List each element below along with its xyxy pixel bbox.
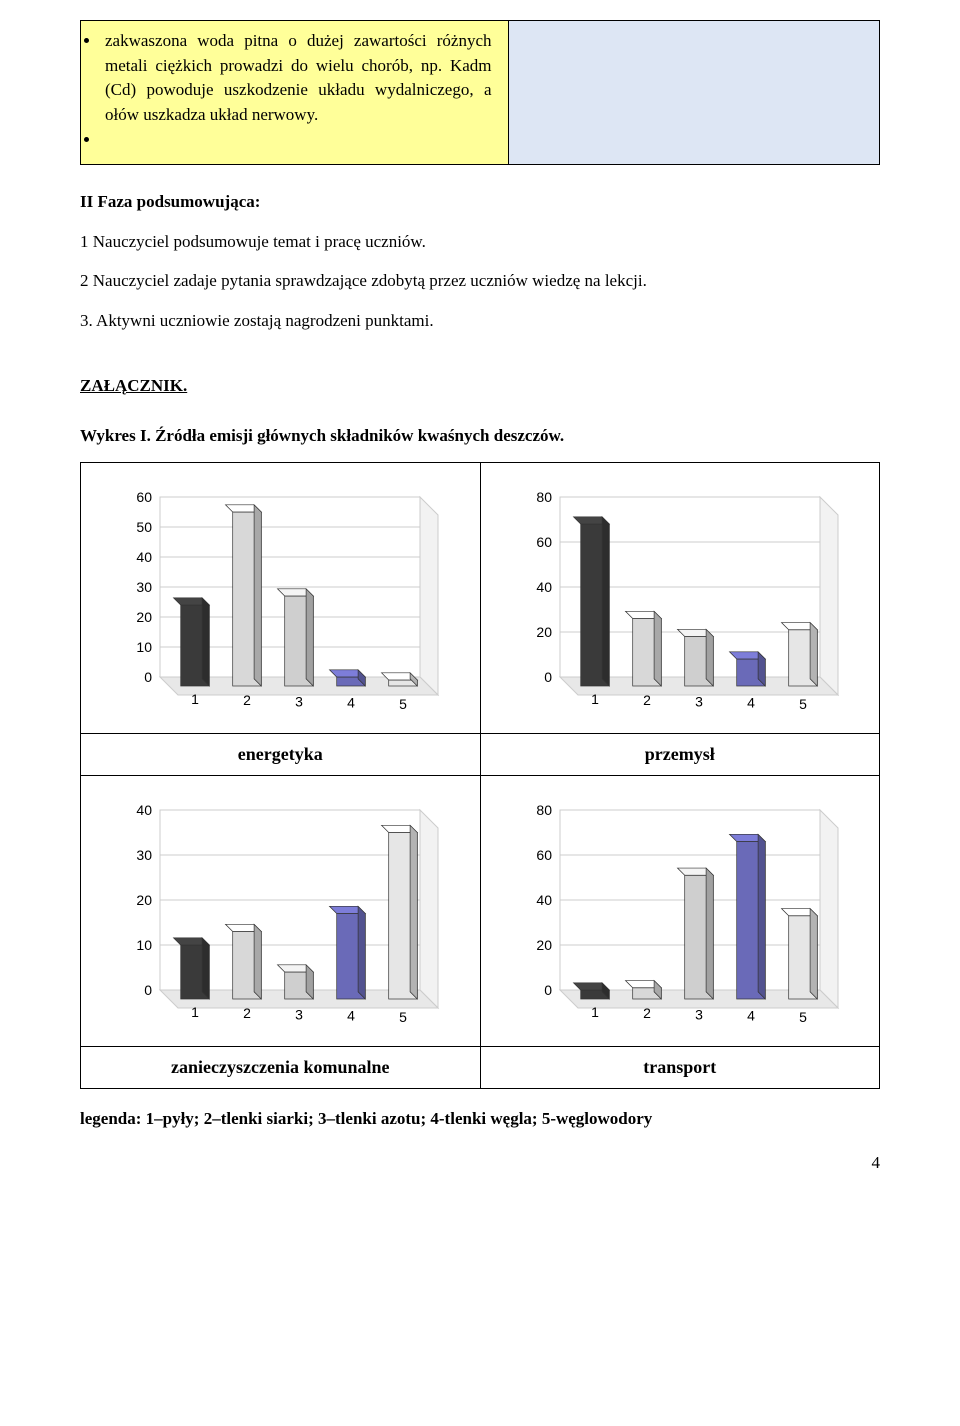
svg-text:4: 4 — [347, 695, 355, 711]
svg-text:3: 3 — [295, 694, 303, 710]
svg-text:10: 10 — [137, 639, 153, 655]
svg-text:80: 80 — [536, 802, 552, 818]
svg-text:3: 3 — [695, 1007, 703, 1023]
bullet-empty — [101, 128, 492, 153]
svg-text:80: 80 — [536, 489, 552, 505]
info-box: zakwaszona woda pitna o dużej zawartości… — [80, 20, 880, 165]
svg-text:40: 40 — [137, 802, 153, 818]
section-heading: II Faza podsumowująca: — [80, 189, 880, 215]
info-box-right — [508, 21, 880, 164]
svg-text:1: 1 — [191, 1004, 199, 1020]
svg-text:4: 4 — [747, 695, 755, 711]
svg-text:30: 30 — [137, 579, 153, 595]
svg-text:60: 60 — [536, 847, 552, 863]
info-box-left: zakwaszona woda pitna o dużej zawartości… — [81, 21, 508, 164]
svg-text:5: 5 — [399, 696, 407, 712]
chart-komunalne-cell: 0 10 20 30 40 1 2 3 4 5 — [81, 776, 481, 1047]
svg-text:4: 4 — [747, 1008, 755, 1024]
svg-text:20: 20 — [536, 624, 552, 640]
svg-text:40: 40 — [536, 579, 552, 595]
svg-text:40: 40 — [536, 892, 552, 908]
charts-grid: 010203040506012345 02040608012345 energe… — [80, 462, 880, 1089]
chart-przemysl: 0 20 40 60 80 1 2 3 4 5 — [510, 483, 850, 713]
svg-text:2: 2 — [243, 1005, 251, 1021]
svg-text:1: 1 — [591, 1004, 599, 1020]
chart-title: Wykres I. Źródła emisji głównych składni… — [80, 423, 880, 449]
svg-text:3: 3 — [295, 1007, 303, 1023]
body-line-2: 2 Nauczyciel zadaje pytania sprawdzające… — [80, 268, 880, 294]
svg-text:5: 5 — [399, 1009, 407, 1025]
svg-text:20: 20 — [536, 937, 552, 953]
chart-komunalne: 0 10 20 30 40 1 2 3 4 5 — [110, 796, 450, 1026]
label-transport: transport — [480, 1047, 880, 1089]
legend: legenda: 1–pyły; 2–tlenki siarki; 3–tlen… — [80, 1109, 880, 1129]
svg-text:60: 60 — [137, 489, 153, 505]
label-komunalne: zanieczyszczenia komunalne — [81, 1047, 481, 1089]
svg-text:0: 0 — [144, 669, 152, 685]
label-przemysl: przemysł — [480, 734, 880, 776]
label-energetyka: energetyka — [81, 734, 481, 776]
chart-energetyka: 0 10 20 30 40 50 60 1 2 3 4 5 — [110, 483, 450, 713]
chart-przemysl-cell: 0 20 40 60 80 1 2 3 4 5 — [480, 463, 880, 734]
svg-text:60: 60 — [536, 534, 552, 550]
svg-text:20: 20 — [137, 609, 153, 625]
svg-text:0: 0 — [144, 982, 152, 998]
svg-text:4: 4 — [347, 1008, 355, 1024]
svg-text:20: 20 — [137, 892, 153, 908]
bullet-text: zakwaszona woda pitna o dużej zawartości… — [101, 29, 492, 128]
svg-text:5: 5 — [799, 696, 807, 712]
svg-text:2: 2 — [643, 1005, 651, 1021]
svg-text:30: 30 — [137, 847, 153, 863]
attachment-heading: ZAŁĄCZNIK. — [80, 373, 880, 399]
svg-text:40: 40 — [137, 549, 153, 565]
chart-energetyka-cell: 0 10 20 30 40 50 60 1 2 3 4 5 — [81, 463, 481, 734]
svg-text:2: 2 — [243, 692, 251, 708]
svg-text:0: 0 — [544, 982, 552, 998]
svg-text:50: 50 — [137, 519, 153, 535]
svg-text:3: 3 — [695, 694, 703, 710]
svg-text:5: 5 — [799, 1009, 807, 1025]
body-line-1: 1 Nauczyciel podsumowuje temat i pracę u… — [80, 229, 880, 255]
svg-text:10: 10 — [137, 937, 153, 953]
page-number: 4 — [80, 1153, 880, 1173]
svg-text:2: 2 — [643, 692, 651, 708]
svg-text:0: 0 — [544, 669, 552, 685]
svg-text:1: 1 — [591, 691, 599, 707]
body-line-3: 3. Aktywni uczniowie zostają nagrodzeni … — [80, 308, 880, 334]
svg-text:1: 1 — [191, 691, 199, 707]
chart-transport: 0 20 40 60 80 1 2 3 4 5 — [510, 796, 850, 1026]
chart-transport-cell: 0 20 40 60 80 1 2 3 4 5 — [480, 776, 880, 1047]
